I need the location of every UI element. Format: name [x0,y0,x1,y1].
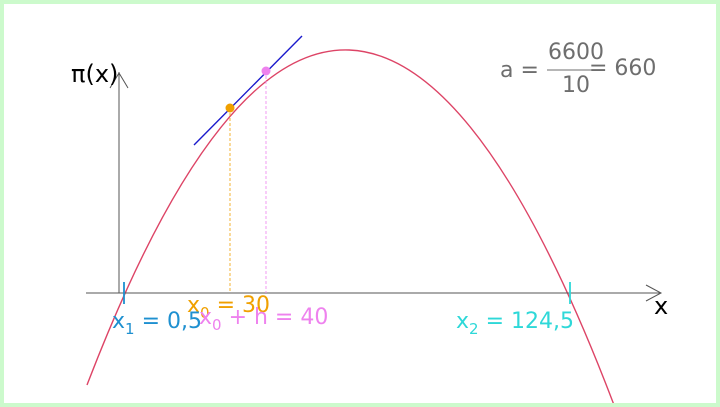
formula-prefix: a = [500,58,539,83]
x-axis-label: x [654,292,668,320]
tangent-line [193,35,303,146]
formula-numerator: 6600 [548,40,604,65]
formula: a = 6600 10 = 660 [500,40,656,98]
y-axis-label: π(x) [71,60,118,88]
x0-point [225,103,235,113]
x0-label: x0 = 30 [187,293,270,322]
profit-curve [86,49,614,403]
formula-result: = 660 [589,56,656,81]
x1-label: x1 = 0,5 [112,309,202,338]
formula-denominator: 10 [562,73,590,98]
x-axis-arrow [645,284,663,302]
x2-label: x2 = 124,5 [456,309,574,338]
plot-frame: π(x) x a = 6600 10 = 660 x0 = 30 x1 = 0,… [4,4,716,403]
diagram-canvas: π(x) x a = 6600 10 = 660 x0 = 30 x1 = 0,… [71,35,668,403]
x0h-point [261,66,271,76]
y-axis-arrow [109,72,129,89]
x0h-label: x0 + h = 40 [199,305,328,334]
